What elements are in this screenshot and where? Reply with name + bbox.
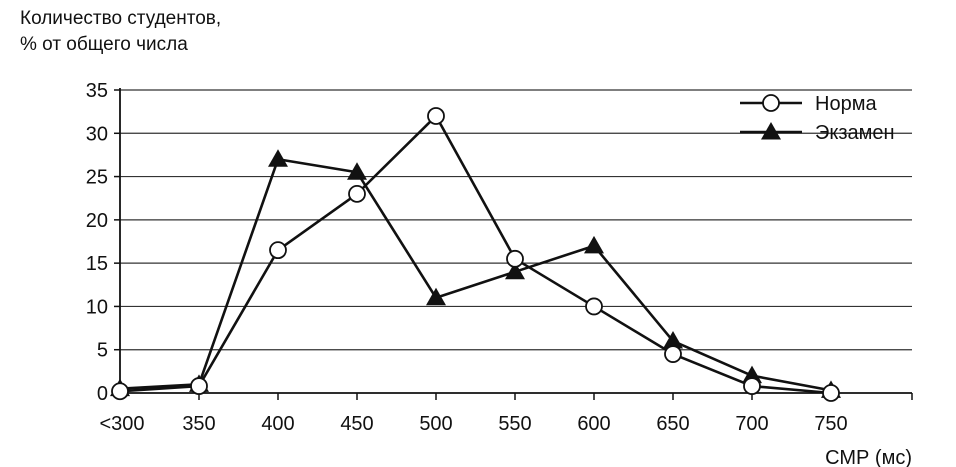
legend-label-0: Норма bbox=[815, 93, 877, 115]
series-0 bbox=[111, 107, 840, 402]
series-0-point-9 bbox=[822, 384, 840, 402]
x-tick-labels: <300 350 400 450 500 550 600 650 700 750 bbox=[99, 413, 847, 435]
x-tick-label-0: <300 bbox=[99, 413, 144, 435]
series-0-point-7 bbox=[664, 345, 682, 363]
series-line-1 bbox=[119, 157, 832, 392]
x-tick-label-6: 600 bbox=[577, 413, 610, 435]
y-tick-label-15: 15 bbox=[86, 253, 108, 275]
axes bbox=[114, 88, 913, 400]
legend-label-1: Экзамен bbox=[815, 122, 895, 144]
series-0-point-0 bbox=[111, 382, 129, 401]
y-tick-label-20: 20 bbox=[86, 210, 108, 232]
series-1-point-6 bbox=[584, 235, 604, 254]
series-0-point-4 bbox=[427, 107, 445, 125]
x-tick-label-7: 650 bbox=[656, 413, 689, 435]
y-tick-label-35: 35 bbox=[86, 80, 108, 102]
legend-marker-1 bbox=[761, 122, 781, 140]
y-axis-title: Количество студентов, % от общего числа bbox=[20, 6, 221, 58]
series-line-0 bbox=[119, 114, 832, 395]
x-tick-label-3: 450 bbox=[340, 413, 373, 435]
series-0-point-3 bbox=[348, 184, 366, 203]
y-axis-title-line-2: % от общего числа bbox=[20, 34, 188, 55]
series-0-point-1 bbox=[190, 377, 208, 395]
series-0-point-2 bbox=[269, 241, 287, 260]
x-tick-label-8: 700 bbox=[735, 413, 768, 435]
y-tick-labels: 0 5 10 15 20 25 30 35 bbox=[86, 80, 108, 405]
y-tick-label-5: 5 bbox=[97, 340, 108, 362]
y-tick-label-30: 30 bbox=[86, 123, 108, 145]
x-axis-title: СМР (мс) bbox=[825, 447, 912, 467]
series-layer bbox=[110, 107, 841, 402]
x-tick-label-9: 750 bbox=[814, 413, 847, 435]
grid-lines bbox=[120, 89, 912, 351]
series-0-point-6 bbox=[585, 297, 603, 316]
y-tick-label-0: 0 bbox=[97, 383, 108, 405]
series-1-point-4 bbox=[426, 287, 446, 306]
x-tick-label-4: 500 bbox=[419, 413, 452, 435]
series-0-point-8 bbox=[743, 377, 761, 395]
series-1-point-5 bbox=[505, 261, 525, 280]
series-1-point-3 bbox=[347, 162, 367, 180]
y-tick-label-25: 25 bbox=[86, 167, 108, 189]
series-0-point-5 bbox=[506, 249, 524, 268]
series-1-point-7 bbox=[663, 331, 683, 349]
x-tick-label-1: 350 bbox=[182, 413, 215, 435]
y-tick-label-10: 10 bbox=[86, 296, 108, 318]
x-tick-label-2: 400 bbox=[261, 413, 294, 435]
series-1-point-2 bbox=[268, 149, 288, 167]
legend: Норма Экзамен bbox=[740, 93, 895, 144]
y-axis-title-line-1: Количество студентов, bbox=[20, 8, 222, 29]
legend-marker-0 bbox=[762, 94, 780, 112]
x-tick-label-5: 550 bbox=[498, 413, 531, 435]
